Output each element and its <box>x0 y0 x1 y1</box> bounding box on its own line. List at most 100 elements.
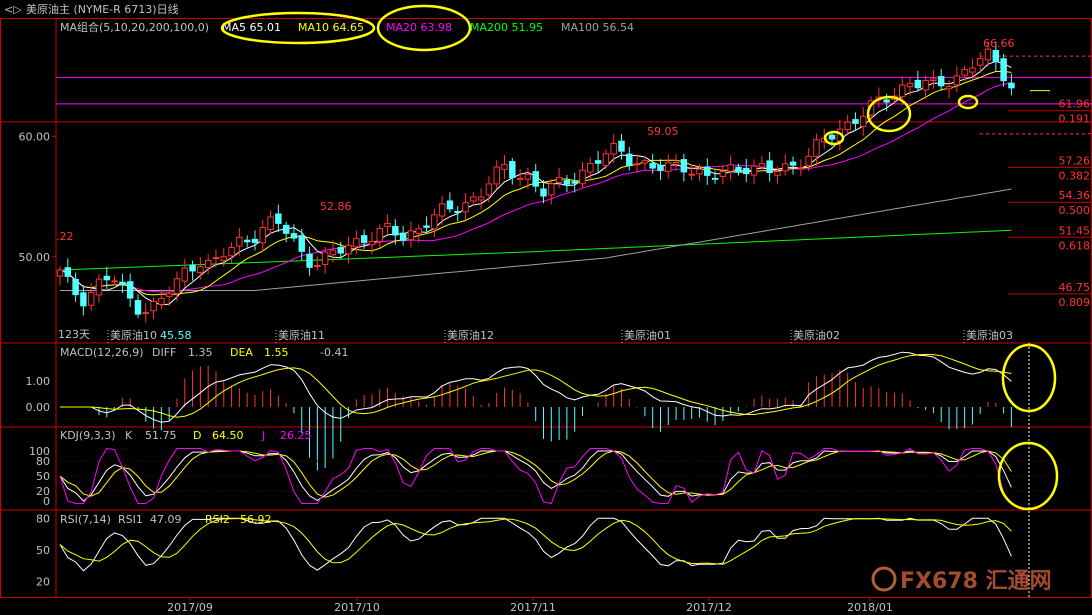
rsi2-line <box>59 517 1012 565</box>
candle-body <box>290 233 298 239</box>
candle-body <box>626 153 633 167</box>
outer-border <box>0 18 1092 598</box>
ma10-legend: MA10 64.65 <box>298 21 364 34</box>
candle-body <box>540 188 547 197</box>
candle-body <box>1000 58 1007 82</box>
candle-body <box>937 76 945 87</box>
candle-body <box>236 236 243 247</box>
ma200-legend: MA200 51.95 <box>470 21 543 34</box>
candle-body <box>142 312 150 315</box>
j-value: 26.25 <box>280 429 312 442</box>
candle-body <box>446 200 454 210</box>
candle-body <box>345 244 352 255</box>
candle-body <box>158 297 165 305</box>
y-tick-label: 50 <box>36 470 50 483</box>
candle-body <box>696 168 703 175</box>
candle-body <box>899 84 906 98</box>
candle-body <box>945 86 953 90</box>
y-tick-label: 60.00 <box>19 130 51 143</box>
candle-body <box>672 162 680 165</box>
x-tick-label: 2018/01 <box>847 601 893 614</box>
x-tick-label: 2017/11 <box>510 601 556 614</box>
candle-body <box>485 183 493 196</box>
candle-body <box>657 164 664 171</box>
candle-body <box>64 267 72 277</box>
candle-body <box>680 159 688 173</box>
back-forward-icon[interactable]: <▷ <box>4 3 22 16</box>
candle-body <box>782 163 789 172</box>
candle-body <box>953 75 961 86</box>
ma5-legend: MA5 65.01 <box>222 21 281 34</box>
candle-body <box>298 235 305 252</box>
candle-body <box>844 121 851 131</box>
candle-body <box>579 169 586 185</box>
y-tick-label: 0.00 <box>26 401 51 414</box>
candle-body <box>532 171 539 187</box>
candle-body <box>111 280 118 283</box>
fib-price-label: 54.36 <box>1059 189 1091 202</box>
candle-body <box>337 246 344 254</box>
diff-label: DIFF <box>152 346 176 359</box>
candle-body <box>930 78 937 82</box>
ma20-line <box>59 82 1012 293</box>
kdj-label: KDJ(9,3,3) <box>60 429 116 442</box>
peak-label: 59.05 <box>647 125 679 138</box>
d-label: D <box>193 429 201 442</box>
dea-line <box>60 353 1012 418</box>
price-panel[interactable]: 60.00 50.00 61.96 0.191 57.26 0.382 54.36 0.500… <box>0 37 1092 343</box>
fib-ratio-label: 0.618 <box>1059 239 1091 252</box>
candle-body <box>649 162 656 169</box>
dea-label: DEA <box>230 346 253 359</box>
candle-body <box>555 177 563 183</box>
macd-panel[interactable]: MACD(12,26,9) DIFF 1.35 DEA 1.55 -0.41 1.00 0.0… <box>26 346 1012 471</box>
peak-label: 52.86 <box>320 200 352 213</box>
candle-body <box>126 281 134 299</box>
candle-body <box>259 226 266 244</box>
macd-label: MACD(12,26,9) <box>60 346 144 359</box>
candle-body <box>360 235 368 243</box>
candle-body <box>415 228 422 234</box>
candle-body <box>407 230 415 241</box>
fib-price-label: 61.96 <box>1059 98 1091 111</box>
j-line <box>59 447 1012 505</box>
y-tick-label: 100 <box>29 445 50 458</box>
candle-body <box>852 119 859 124</box>
rsi-label: RSI(7,14) <box>60 513 111 526</box>
candle-body <box>103 275 111 281</box>
fx678-logo-icon <box>871 566 897 592</box>
candle-body <box>165 293 173 297</box>
candle-body <box>704 166 711 176</box>
candle-body <box>766 160 773 174</box>
candle-body <box>173 278 181 295</box>
candle-body <box>212 257 220 260</box>
fib-price-label: 51.45 <box>1059 224 1091 237</box>
candle-body <box>314 264 321 267</box>
y-tick-label: 20 <box>36 575 50 588</box>
candle-body <box>610 143 617 155</box>
contract-label: 美原油02 <box>793 328 840 342</box>
candle-body <box>774 171 781 176</box>
highlight-ellipse <box>823 130 845 146</box>
candle-body <box>384 222 391 227</box>
x-axis: 2017/09 2017/10 2017/11 2017/12 2018/01 <box>167 343 1030 614</box>
candle-body <box>976 58 984 66</box>
highlight-ellipse <box>997 441 1059 511</box>
candle-body <box>727 164 734 172</box>
candle-body <box>1008 82 1015 89</box>
fib-ratio-label: 0.809 <box>1059 296 1091 309</box>
candle-body <box>563 180 571 185</box>
candle-body <box>548 183 555 196</box>
y-tick-label: 20 <box>36 485 50 498</box>
candle-body <box>758 163 766 168</box>
candle-body <box>922 79 929 91</box>
ma20-legend: MA20 63.98 <box>386 21 452 34</box>
candle-body <box>376 228 383 242</box>
x-tick-label: 2017/09 <box>167 601 213 614</box>
candle-body <box>860 115 867 127</box>
candle-body <box>275 213 282 224</box>
macd-value: -0.41 <box>320 346 348 359</box>
candle-body <box>524 173 532 180</box>
